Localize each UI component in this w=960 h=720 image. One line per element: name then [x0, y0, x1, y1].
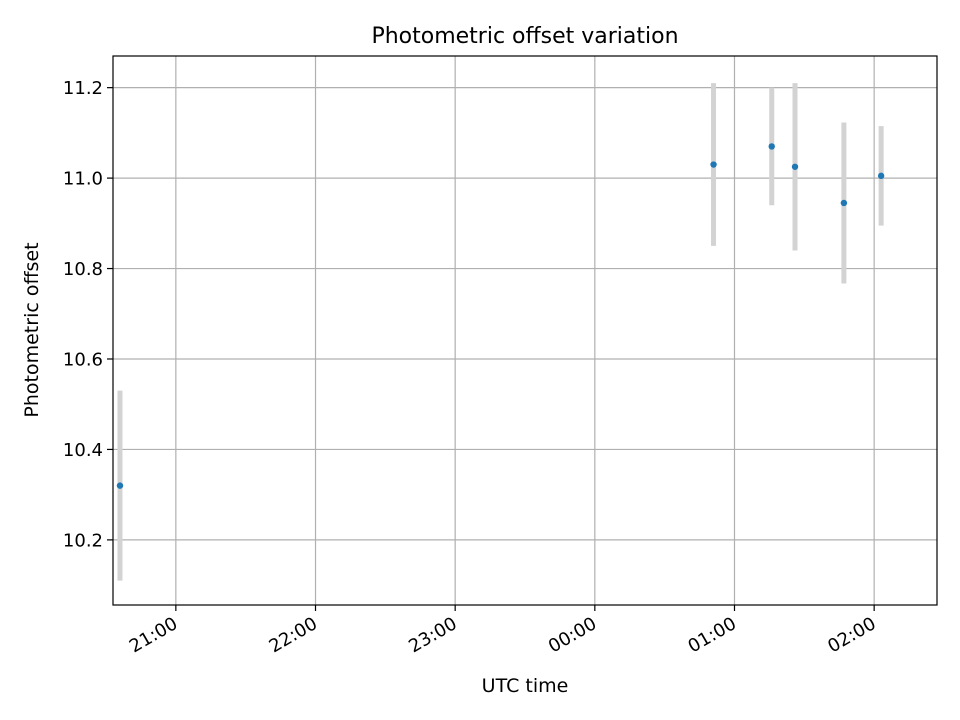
data-point: [791, 163, 799, 170]
x-ticks: 21:00 22:00 23:00 00:00 01:00 02:00: [126, 605, 880, 657]
data-point: [768, 143, 775, 150]
x-tick-label: 23:00: [405, 613, 460, 657]
data-point: [840, 199, 848, 207]
y-tick-label: 10.8: [63, 259, 103, 280]
y-tick-label: 11.2: [63, 78, 103, 99]
chart-title: Photometric offset variation: [371, 24, 678, 49]
data-point: [710, 161, 717, 168]
y-ticks: 10.2 10.4 10.6 10.8 11.0 11.2: [63, 78, 113, 551]
plot-area-background: [113, 56, 937, 605]
y-axis-label: Photometric offset: [21, 242, 43, 417]
y-tick-label: 11.0: [63, 169, 103, 190]
grid-lines: [113, 56, 937, 605]
x-tick-label: 00:00: [545, 613, 600, 657]
x-tick-label: 02:00: [824, 613, 879, 657]
x-tick-label: 22:00: [266, 613, 321, 657]
x-tick-label: 21:00: [126, 613, 181, 657]
y-tick-label: 10.6: [63, 349, 103, 370]
data-point: [116, 482, 124, 489]
data-point: [877, 172, 885, 180]
data-points: [116, 143, 885, 489]
y-tick-label: 10.2: [63, 530, 103, 551]
x-axis-label: UTC time: [482, 675, 569, 697]
x-tick-label: 01:00: [685, 613, 740, 657]
plot-frame: [112, 55, 938, 606]
y-tick-label: 10.4: [63, 440, 103, 461]
